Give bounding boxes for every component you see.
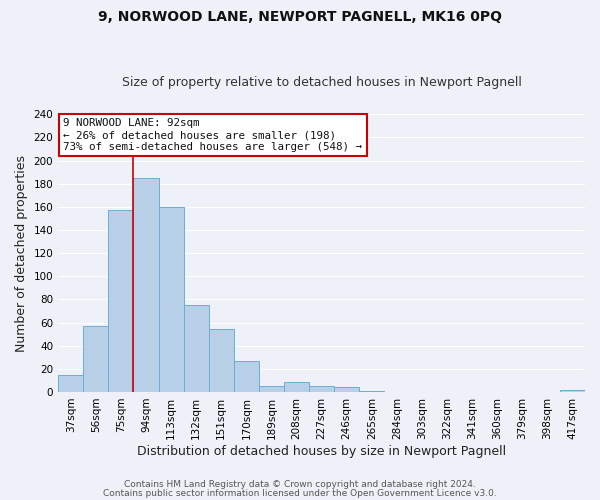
Text: 9 NORWOOD LANE: 92sqm
← 26% of detached houses are smaller (198)
73% of semi-det: 9 NORWOOD LANE: 92sqm ← 26% of detached … [64, 118, 362, 152]
Text: Contains public sector information licensed under the Open Government Licence v3: Contains public sector information licen… [103, 489, 497, 498]
Bar [334, 388, 359, 392]
Bar [560, 390, 585, 392]
Y-axis label: Number of detached properties: Number of detached properties [15, 154, 28, 352]
Bar [158, 207, 184, 392]
X-axis label: Distribution of detached houses by size in Newport Pagnell: Distribution of detached houses by size … [137, 444, 506, 458]
Bar [259, 386, 284, 392]
Bar [284, 382, 309, 392]
Text: Contains HM Land Registry data © Crown copyright and database right 2024.: Contains HM Land Registry data © Crown c… [124, 480, 476, 489]
Bar [133, 178, 158, 392]
Bar [58, 374, 83, 392]
Bar [309, 386, 334, 392]
Bar [184, 305, 209, 392]
Bar [209, 330, 234, 392]
Bar [83, 326, 109, 392]
Bar [234, 360, 259, 392]
Bar [359, 391, 385, 392]
Text: 9, NORWOOD LANE, NEWPORT PAGNELL, MK16 0PQ: 9, NORWOOD LANE, NEWPORT PAGNELL, MK16 0… [98, 10, 502, 24]
Bar [109, 210, 133, 392]
Title: Size of property relative to detached houses in Newport Pagnell: Size of property relative to detached ho… [122, 76, 521, 90]
